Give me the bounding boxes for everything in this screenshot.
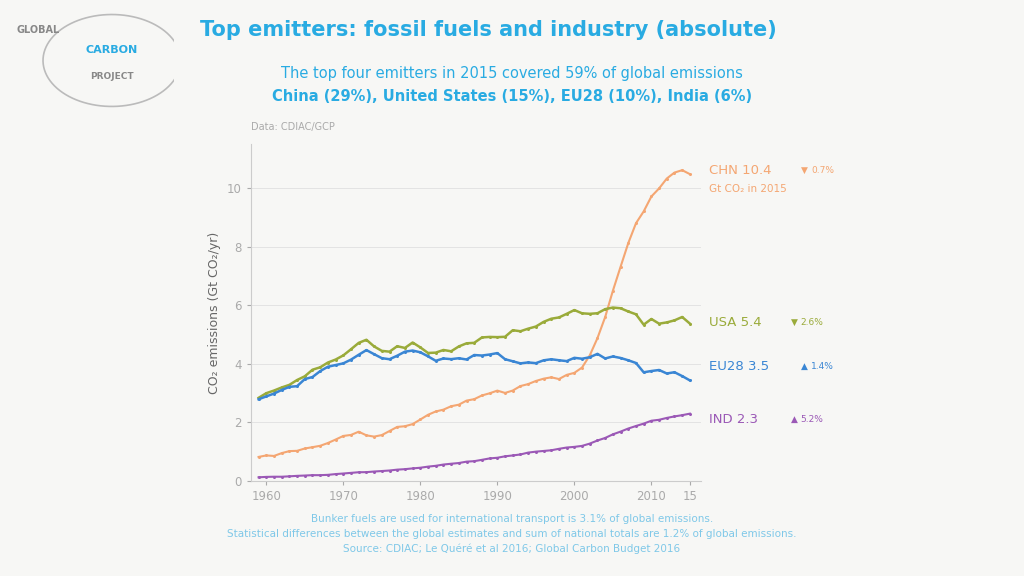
Text: 1.4%: 1.4% <box>811 362 834 372</box>
Text: 0.7%: 0.7% <box>811 166 834 175</box>
Text: Gt CO₂ in 2015: Gt CO₂ in 2015 <box>709 184 786 194</box>
Text: Bunker fuels are used for international transport is 3.1% of global emissions.: Bunker fuels are used for international … <box>311 514 713 524</box>
Text: IND 2.3: IND 2.3 <box>709 413 762 426</box>
Text: CHN 10.4: CHN 10.4 <box>709 164 775 177</box>
Text: China (29%), United States (15%), EU28 (10%), India (6%): China (29%), United States (15%), EU28 (… <box>272 89 752 104</box>
Text: CARBON: CARBON <box>86 44 138 55</box>
Text: 5.2%: 5.2% <box>801 415 823 424</box>
Text: ▲: ▲ <box>791 415 798 424</box>
Text: EU28 3.5: EU28 3.5 <box>709 361 773 373</box>
Text: ▼: ▼ <box>791 318 798 327</box>
Text: Source: CDIAC; Le Quéré et al 2016; Global Carbon Budget 2016: Source: CDIAC; Le Quéré et al 2016; Glob… <box>343 544 681 554</box>
Text: The top four emitters in 2015 covered 59% of global emissions: The top four emitters in 2015 covered 59… <box>281 66 743 81</box>
Text: Data: CDIAC/GCP: Data: CDIAC/GCP <box>251 122 335 132</box>
Text: 2.6%: 2.6% <box>801 318 823 327</box>
Text: USA 5.4: USA 5.4 <box>709 316 766 329</box>
Text: PROJECT: PROJECT <box>90 73 134 81</box>
Text: Statistical differences between the global estimates and sum of national totals : Statistical differences between the glob… <box>227 529 797 539</box>
Y-axis label: CO₂ emissions (Gt CO₂/yr): CO₂ emissions (Gt CO₂/yr) <box>209 232 221 393</box>
Text: ▼: ▼ <box>801 166 808 175</box>
Text: ▲: ▲ <box>801 362 808 372</box>
Text: Top emitters: fossil fuels and industry (absolute): Top emitters: fossil fuels and industry … <box>200 20 776 40</box>
Text: GLOBAL: GLOBAL <box>16 25 60 35</box>
